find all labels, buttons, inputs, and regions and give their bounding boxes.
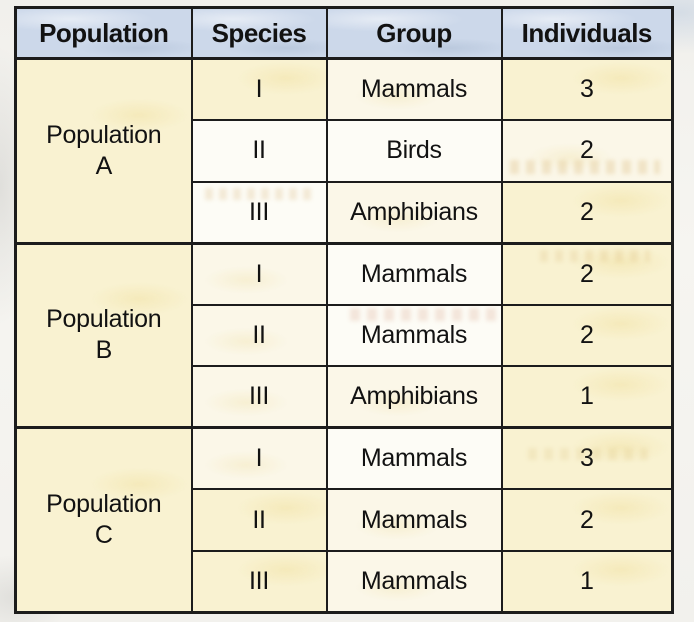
cell-species: III [190, 365, 328, 429]
header-population: Population [14, 6, 193, 60]
population-b-label-line1: Population [46, 305, 162, 334]
cell-species: I [190, 241, 328, 306]
cell-species: II [190, 488, 328, 552]
cell-individuals: 3 [500, 426, 674, 491]
header-group: Group [325, 6, 503, 60]
cell-species: I [190, 57, 328, 122]
table-row: III Mammals 1 [16, 549, 674, 614]
cell-group: Birds [325, 119, 503, 183]
population-a-label-line1: Population [46, 120, 162, 149]
table-row: II Mammals 2 [16, 488, 674, 552]
cell-population-c: Population C [14, 426, 193, 614]
cell-individuals: 1 [500, 365, 674, 429]
cell-population-a: Population A [14, 57, 193, 245]
table-row: II Birds 2 [16, 119, 674, 183]
cell-group: Mammals [325, 57, 503, 122]
cell-group: Amphibians [325, 365, 503, 429]
header-individuals: Individuals [500, 6, 674, 60]
population-c-label-line1: Population [46, 489, 162, 518]
cell-group: Amphibians [325, 180, 503, 245]
cell-group: Mammals [325, 488, 503, 552]
table-row: Population B I Mammals 2 [14, 241, 674, 429]
population-b-label-line2: B [95, 336, 113, 365]
cell-individuals: 2 [500, 241, 674, 306]
population-c-label-line2: C [94, 521, 113, 550]
cell-individuals: 1 [500, 549, 674, 614]
cell-group: Mammals [325, 426, 503, 491]
cell-group: Mammals [325, 241, 503, 306]
table-row: III Amphibians 2 [16, 180, 674, 245]
population-a-label-line2: A [95, 151, 113, 180]
cell-species: III [190, 180, 328, 245]
table-row: II Mammals 2 [16, 303, 674, 368]
table-row: Population A I Mammals 3 [14, 57, 674, 245]
cell-species: III [190, 549, 328, 614]
cell-group: Mammals [325, 549, 503, 614]
cell-individuals: 2 [500, 119, 674, 183]
header-species: Species [190, 6, 328, 60]
table-row: III Amphibians 1 [16, 365, 674, 429]
cell-group: Mammals [325, 303, 503, 368]
cell-species: II [190, 119, 328, 183]
cell-individuals: 3 [500, 57, 674, 122]
cell-species: II [190, 303, 328, 368]
table-header-row: Population Species Group Individuals [14, 6, 674, 60]
table-row: Population C I Mammals 3 [14, 426, 674, 614]
cell-species: I [190, 426, 328, 491]
cell-individuals: 2 [500, 180, 674, 245]
cell-population-b: Population B [14, 241, 193, 429]
population-species-table: Population Species Group Individuals Pop… [14, 6, 674, 614]
cell-individuals: 2 [500, 488, 674, 552]
cell-individuals: 2 [500, 303, 674, 368]
